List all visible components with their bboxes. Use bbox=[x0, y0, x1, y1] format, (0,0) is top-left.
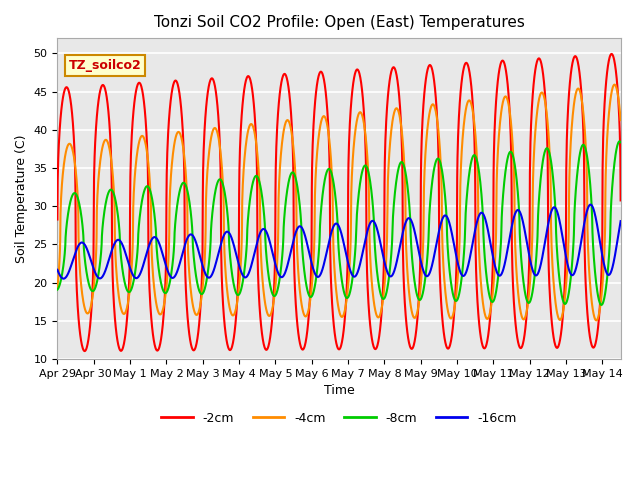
X-axis label: Time: Time bbox=[324, 384, 355, 397]
Text: TZ_soilco2: TZ_soilco2 bbox=[68, 59, 141, 72]
Legend: -2cm, -4cm, -8cm, -16cm: -2cm, -4cm, -8cm, -16cm bbox=[156, 407, 522, 430]
Title: Tonzi Soil CO2 Profile: Open (East) Temperatures: Tonzi Soil CO2 Profile: Open (East) Temp… bbox=[154, 15, 524, 30]
Y-axis label: Soil Temperature (C): Soil Temperature (C) bbox=[15, 134, 28, 263]
